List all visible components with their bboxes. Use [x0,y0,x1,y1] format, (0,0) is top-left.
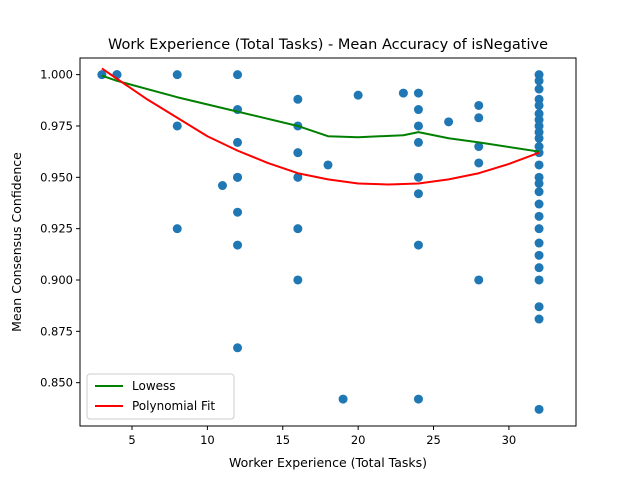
scatter-point [233,343,243,353]
y-tick-label: 0.925 [40,222,73,236]
legend-label: Lowess [132,379,176,393]
scatter-point [534,211,544,221]
scatter-point [534,178,544,188]
legend: Lowess Polynomial Fit [86,373,235,420]
y-tick-label: 1.000 [40,68,73,82]
scatter-point [413,137,423,147]
scatter-point [413,88,423,98]
scatter-point [534,404,544,414]
scatter-point [233,207,243,217]
scatter-point [233,172,243,182]
x-tick-label: 15 [275,433,290,447]
x-tick-label: 5 [128,433,135,447]
scatter-point [534,187,544,197]
y-axis: 0.850 0.875 0.900 0.925 0.950 0.975 1.000 [40,68,80,390]
scatter-point [534,302,544,312]
x-tick-label: 10 [200,433,215,447]
x-tick-label: 25 [426,433,441,447]
scatter-point [413,105,423,115]
scatter-point [233,70,243,80]
scatter-point [338,394,348,404]
x-tick-label: 20 [351,433,366,447]
y-axis-label: Mean Consensus Confidence [9,152,24,332]
scatter-point [413,394,423,404]
scatter-point [534,133,544,143]
y-tick-label: 0.975 [40,119,73,133]
scatter-point [534,199,544,209]
scatter-point [534,70,544,80]
scatter-point [172,70,182,80]
scatter-point [534,250,544,260]
scatter-point [293,224,303,234]
scatter-point [233,240,243,250]
scatter-point [172,121,182,131]
scatter-point [474,142,484,152]
y-tick-label: 0.900 [40,273,73,287]
scatter-point [413,240,423,250]
scatter-point [293,94,303,104]
scatter-point [534,275,544,285]
scatter-point [534,121,544,131]
scatter-point [474,113,484,123]
scatter-point [217,181,227,191]
scatter-point [233,137,243,147]
scatter-point [474,275,484,285]
scatter-point [534,224,544,234]
y-tick-label: 0.950 [40,170,73,184]
scatter-point [534,172,544,182]
scatter-point [534,94,544,104]
scatter-point [398,88,408,98]
polynomial-fit-line [101,67,540,186]
lowess-line [101,74,540,153]
plot-area [97,67,544,414]
x-axis: 5 10 15 20 25 30 [128,426,516,447]
scatter-point [534,142,544,152]
scatter-point [534,314,544,324]
scatter-point [172,224,182,234]
scatter-point [413,121,423,131]
scatter-point [534,263,544,273]
scatter-point [534,100,544,110]
scatter-point [474,158,484,168]
x-axis-label: Worker Experience (Total Tasks) [229,455,427,470]
scatter-point [534,84,544,94]
y-tick-label: 0.875 [40,324,73,338]
scatter-point [534,109,544,119]
scatter-point [293,172,303,182]
scatter-point [534,127,544,137]
scatter-point [534,115,544,125]
scatter-point [323,160,333,170]
scatter-point [534,160,544,170]
scatter-point [353,90,363,100]
scatter-point [474,100,484,110]
scatter-point [444,117,454,127]
x-tick-label: 30 [502,433,517,447]
scatter-point [293,148,303,158]
legend-box [86,373,235,420]
scatter-point [534,238,544,248]
y-tick-label: 0.850 [40,376,73,390]
plot-frame [79,57,577,427]
scatter-point [293,275,303,285]
legend-label: Polynomial Fit [132,399,215,413]
scatter-point [534,76,544,86]
scatter-point [534,148,544,158]
chart-title: Work Experience (Total Tasks) - Mean Acc… [108,37,548,53]
scatter-point [413,172,423,182]
scatter-point [413,189,423,199]
